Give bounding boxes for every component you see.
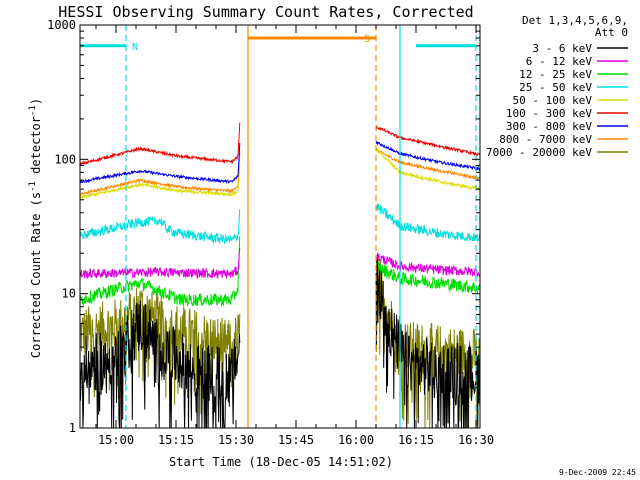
x-tick-label: 16:00 — [338, 433, 374, 447]
legend-header-line: Att 0 — [595, 26, 628, 39]
x-axis-label: Start Time (18-Dec-05 14:51:02) — [169, 455, 393, 469]
legend-label: 25 - 50 keV — [519, 81, 592, 94]
series-line-5-seg-1 — [375, 125, 480, 157]
legend-label: 100 - 300 keV — [506, 107, 592, 120]
series-line-1-seg-0 — [80, 247, 241, 280]
axes: 15:00 15:15 15:30 15:45 16:00 16:15 16:30 1 10 10… — [47, 18, 494, 447]
series-line-7-seg-1 — [375, 147, 480, 181]
y-tick-label: 1 — [69, 421, 76, 435]
series-line-7-seg-0 — [80, 150, 241, 196]
series-line-6-seg-0 — [80, 142, 241, 185]
series-line-2-seg-0 — [80, 236, 241, 307]
y-axis-label: Corrected Count Rate (s-1 detector-1) — [28, 98, 43, 358]
y-axis-label-end: ) — [29, 98, 43, 105]
y-axis-label-mid: detector — [29, 116, 43, 181]
series-line-5-seg-0 — [80, 122, 241, 166]
y-axis-label-sup1: -1 — [28, 181, 38, 192]
chart-title: HESSI Observing Summary Count Rates, Cor… — [58, 3, 473, 21]
series-line-6-seg-1 — [375, 140, 480, 172]
y-tick-label: 100 — [54, 152, 76, 166]
legend-label: 3 - 6 keV — [532, 42, 592, 55]
flag-label-S: S — [364, 34, 370, 45]
legend-label: 800 - 7000 keV — [499, 133, 592, 146]
legend-label: 7000 - 20000 keV — [486, 146, 592, 159]
series-line-1-seg-1 — [375, 252, 480, 277]
plot-area — [80, 25, 480, 428]
legend-header-line: Det 1,3,4,5,6,9, — [522, 14, 628, 27]
y-axis-label-main: Corrected Count Rate (s — [29, 192, 43, 358]
y-axis-label-sup2: -1 — [28, 105, 38, 116]
legend-label: 300 - 800 keV — [506, 120, 592, 133]
plot-frame — [79, 24, 481, 429]
legend-label: 50 - 100 keV — [513, 94, 593, 107]
flag-label-N: N — [132, 42, 138, 53]
series-line-8-seg-0 — [80, 287, 241, 414]
x-tick-label: 16:15 — [398, 433, 434, 447]
x-tick-label: 15:15 — [158, 433, 194, 447]
x-tick-label: 15:45 — [278, 433, 314, 447]
x-tick-label: 15:30 — [218, 433, 254, 447]
series-line-3-seg-1 — [375, 203, 480, 243]
series-line-4-seg-0 — [80, 165, 241, 201]
series-line-0-seg-0 — [80, 300, 241, 428]
footer-timestamp: 9-Dec-2009 22:45 — [559, 468, 636, 477]
legend-label: 12 - 25 keV — [519, 68, 592, 81]
y-tick-label: 1000 — [47, 18, 76, 32]
series-line-2-seg-1 — [375, 260, 480, 294]
y-tick-label: 10 — [62, 287, 76, 301]
x-tick-label: 16:30 — [458, 433, 494, 447]
series-line-4-seg-1 — [375, 146, 480, 192]
legend-label: 6 - 12 keV — [526, 55, 593, 68]
series-line-0-seg-1 — [375, 259, 480, 428]
series-line-3-seg-0 — [80, 208, 241, 244]
x-tick-label: 15:00 — [98, 433, 134, 447]
